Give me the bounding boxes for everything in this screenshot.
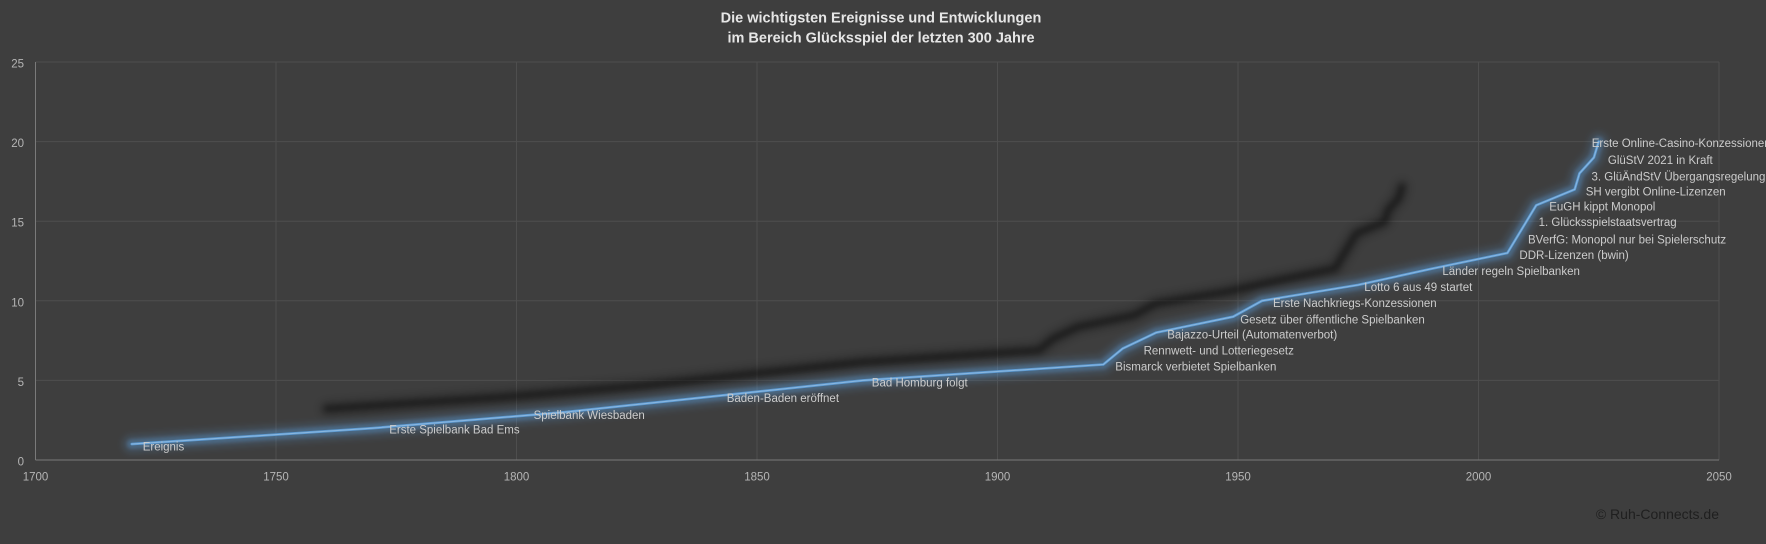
watermark-copyright: © Ruh-Connects.de [1596, 506, 1719, 522]
event-label-2: Erste Spielbank Bad Ems [389, 425, 520, 437]
event-label-10: Erste Nachkriegs-Konzessionen [1273, 298, 1437, 310]
event-label-9: Gesetz über öffentliche Spielbanken [1240, 314, 1425, 326]
event-label-15: 1. Glücksspielstaatsvertrag [1539, 217, 1677, 229]
event-label-14: BVerfG: Monopol nur bei Spielerschutz [1528, 235, 1726, 247]
axes [35, 62, 1719, 461]
series-shadow [320, 180, 1409, 416]
event-label-18: 3. GlüÄndStV Übergangsregelung [1592, 171, 1766, 183]
x-tick-label-1850: 1850 [744, 472, 770, 484]
event-label-13: DDR-Lizenzen (bwin) [1519, 250, 1628, 262]
gridlines [35, 61, 1720, 460]
event-label-20: Erste Online-Casino-Konzessionen [1592, 138, 1766, 150]
event-label-7: Rennwett- und Lotteriegesetz [1144, 346, 1294, 358]
event-label-11: Lotto 6 aus 49 startet [1364, 282, 1473, 294]
axis-tick-labels: 1700 1750 1800 1850 1900 1950 2000 2050 0 5 10 15 20… [11, 59, 1732, 484]
series-line-highlight [131, 141, 1600, 445]
x-tick-label-1750: 1750 [263, 472, 289, 484]
series-line-ereignis [121, 131, 1609, 455]
y-tick-label-15: 15 [11, 218, 24, 230]
event-label-1: Ereignis [143, 442, 185, 454]
series-shadow-core [323, 183, 1406, 412]
y-tick-label-20: 20 [11, 138, 24, 150]
event-label-19: GlüStV 2021 in Kraft [1608, 155, 1714, 167]
chart-title-line-1: Die wichtigsten Ereignisse und Entwicklu… [721, 11, 1042, 27]
x-tick-label-1800: 1800 [504, 472, 530, 484]
event-label-4: Baden-Baden eröffnet [727, 393, 840, 405]
x-tick-label-1950: 1950 [1225, 472, 1251, 484]
event-label-16: EuGH kippt Monopol [1549, 201, 1655, 213]
x-tick-label-2050: 2050 [1706, 472, 1732, 484]
event-label-5: Bad Homburg folgt [872, 378, 969, 390]
y-tick-label-10: 10 [11, 297, 24, 309]
x-tick-label-2000: 2000 [1466, 472, 1492, 484]
x-tick-label-1900: 1900 [985, 472, 1011, 484]
event-label-8: Bajazzo-Urteil (Automatenverbot) [1167, 330, 1337, 342]
event-label-12: Länder regeln Spielbanken [1442, 266, 1579, 278]
y-tick-label-5: 5 [18, 377, 24, 389]
event-label-17: SH vergibt Online-Lizenzen [1586, 186, 1726, 198]
y-tick-label-0: 0 [18, 457, 24, 469]
x-tick-label-1700: 1700 [23, 472, 49, 484]
event-data-labels: Ereignis Erste Spielbank Bad Ems Spielbank… [143, 138, 1766, 454]
event-label-6: Bismarck verbietet Spielbanken [1115, 361, 1276, 373]
y-tick-label-25: 25 [11, 59, 24, 71]
event-label-3: Spielbank Wiesbaden [534, 410, 645, 422]
chart-title-line-2: im Bereich Glücksspiel der letzten 300 J… [727, 31, 1034, 47]
